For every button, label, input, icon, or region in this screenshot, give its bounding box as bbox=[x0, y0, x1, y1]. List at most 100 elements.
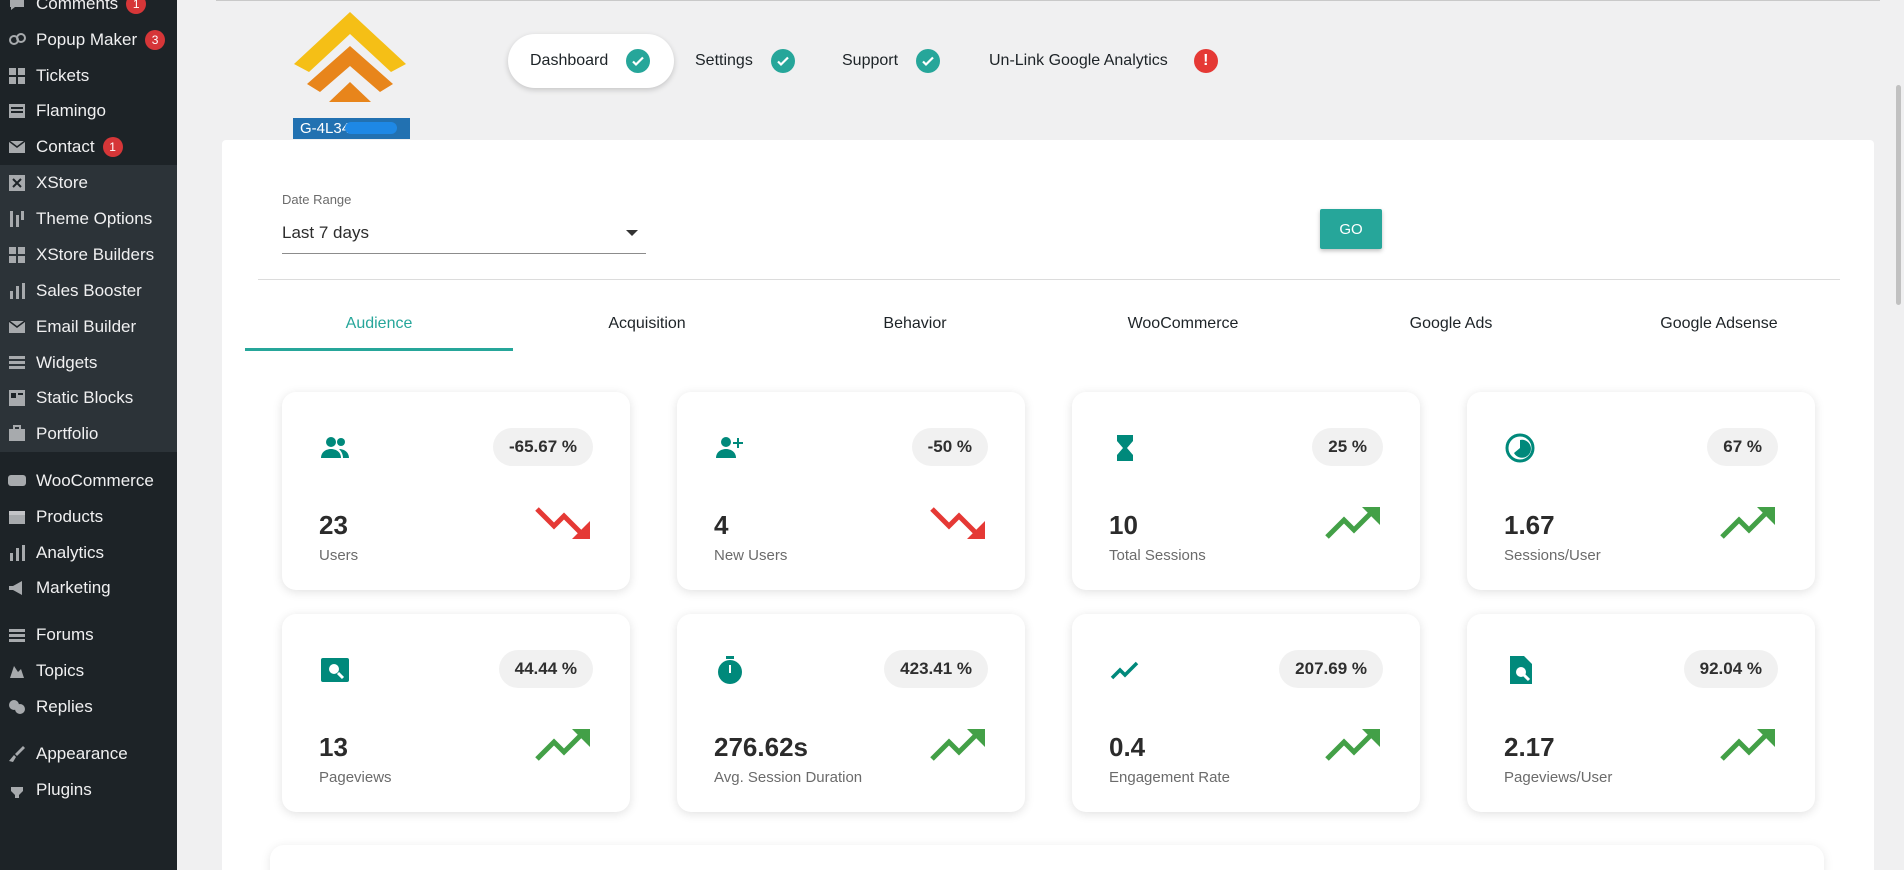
change-percent: 44.44 % bbox=[498, 650, 593, 688]
sidebar-item-email-builder[interactable]: Email Builder bbox=[0, 309, 177, 345]
sidebar-item-xstore-builders[interactable]: XStore Builders bbox=[0, 237, 177, 273]
sidebar-item-appearance[interactable]: Appearance bbox=[0, 736, 177, 772]
check-icon bbox=[916, 49, 941, 73]
metric-value: 4 bbox=[714, 510, 729, 540]
box-icon bbox=[6, 506, 28, 528]
sidebar-item-topics[interactable]: Topics bbox=[0, 653, 177, 689]
change-percent: 207.69 % bbox=[1279, 650, 1383, 688]
caret-down-icon bbox=[626, 230, 638, 236]
sidebar-item-marketing[interactable]: Marketing bbox=[0, 570, 177, 606]
sidebar-item-contact[interactable]: Contact 1 bbox=[0, 129, 177, 165]
nav-unlink-analytics[interactable]: Un-Link Google Analytics ! bbox=[989, 34, 1218, 88]
tab-google-ads[interactable]: Google Ads bbox=[1409, 315, 1493, 332]
date-range-select[interactable]: Last 7 days bbox=[282, 212, 646, 254]
hourglass-icon bbox=[1109, 432, 1141, 464]
x-icon bbox=[6, 172, 28, 194]
plug-icon bbox=[6, 779, 28, 801]
sidebar-item-products[interactable]: Products bbox=[0, 499, 177, 535]
tab-acquisition[interactable]: Acquisition bbox=[608, 315, 686, 332]
trend-up-icon bbox=[1719, 504, 1777, 542]
block-icon bbox=[6, 387, 28, 409]
mail-icon bbox=[6, 316, 28, 338]
metric-card-engagement-rate: 207.69 % 0.4 Engagement Rate bbox=[1072, 614, 1420, 812]
pie-clock-icon bbox=[1504, 432, 1536, 464]
grid-icon bbox=[6, 244, 28, 266]
metric-label: New Users bbox=[714, 547, 788, 564]
sidebar-item-label: Contact bbox=[36, 137, 95, 156]
sidebar-item-label: Replies bbox=[36, 697, 93, 716]
change-percent: 25 % bbox=[1312, 428, 1383, 466]
sidebar-item-plugins[interactable]: Plugins bbox=[0, 772, 177, 808]
nav-support-label: Support bbox=[842, 52, 899, 69]
trend-up-icon bbox=[929, 726, 987, 764]
nav-dashboard[interactable]: Dashboard bbox=[508, 34, 675, 88]
tab-behavior[interactable]: Behavior bbox=[883, 315, 947, 332]
sidebar-item-label: XStore Builders bbox=[36, 245, 155, 264]
sidebar-item-portfolio[interactable]: Portfolio bbox=[0, 416, 177, 452]
sidebar-item-popup-maker[interactable]: Popup Maker 3 bbox=[0, 22, 177, 58]
go-button[interactable]: GO bbox=[1320, 209, 1382, 249]
sidebar-item-forums[interactable]: Forums bbox=[0, 617, 177, 653]
metric-label: Pageviews/User bbox=[1504, 769, 1613, 786]
tab-google-adsense[interactable]: Google Adsense bbox=[1660, 315, 1778, 332]
sidebar-item-static-blocks[interactable]: Static Blocks bbox=[0, 380, 177, 416]
admin-sidebar: Comments 1 Popup Maker 3 Tickets Flamingo Cont… bbox=[0, 0, 177, 870]
search-page-icon bbox=[319, 654, 351, 686]
stopwatch-icon bbox=[714, 654, 746, 686]
sidebar-item-theme-options[interactable]: Theme Options bbox=[0, 201, 177, 237]
tab-woocommerce[interactable]: WooCommerce bbox=[1127, 315, 1239, 332]
sidebar-item-label: Analytics bbox=[36, 543, 105, 562]
scrollbar-thumb[interactable] bbox=[1896, 85, 1901, 305]
nav-support[interactable]: Support bbox=[842, 34, 941, 88]
change-percent: 423.41 % bbox=[884, 650, 988, 688]
notification-badge: 1 bbox=[102, 137, 123, 157]
change-percent: 67 % bbox=[1707, 428, 1778, 466]
metric-card-avg-session-duration: 423.41 % 276.62s Avg. Session Duration bbox=[677, 614, 1025, 812]
metric-value: 276.62s bbox=[714, 732, 808, 762]
bar-icon bbox=[6, 542, 28, 564]
sidebar-item-xstore[interactable]: XStore bbox=[0, 165, 177, 201]
sidebar-item-label: Marketing bbox=[36, 578, 111, 597]
sidebar-item-label: Appearance bbox=[36, 744, 128, 763]
sidebar-item-sales-booster[interactable]: Sales Booster bbox=[0, 273, 177, 309]
check-icon bbox=[626, 49, 651, 73]
notification-badge: 3 bbox=[145, 30, 166, 50]
metric-card-pageviews-user: 92.04 % 2.17 Pageviews/User bbox=[1467, 614, 1815, 812]
metric-card-total-sessions: 25 % 10 Total Sessions bbox=[1072, 392, 1420, 590]
sidebar-item-label: Email Builder bbox=[36, 317, 137, 336]
check-icon bbox=[770, 49, 795, 73]
nav-settings[interactable]: Settings bbox=[695, 34, 795, 88]
plugin-logo bbox=[293, 12, 408, 107]
portfolio-icon bbox=[6, 423, 28, 445]
forum-icon bbox=[6, 624, 28, 646]
metric-label: Users bbox=[319, 547, 359, 564]
sliders-icon bbox=[6, 208, 28, 230]
trend-up-icon bbox=[1324, 726, 1382, 764]
sidebar-item-label: Sales Booster bbox=[36, 281, 142, 300]
change-percent: 92.04 % bbox=[1683, 650, 1778, 688]
metric-label: Avg. Session Duration bbox=[714, 769, 863, 786]
sidebar-item-label: Plugins bbox=[36, 780, 92, 799]
sidebar-item-replies[interactable]: Replies bbox=[0, 689, 177, 725]
trend-up-icon bbox=[1324, 504, 1382, 542]
sidebar-item-analytics[interactable]: Analytics bbox=[0, 535, 177, 571]
sidebar-item-label: Forums bbox=[36, 625, 94, 644]
notification-badge: 1 bbox=[126, 0, 147, 14]
sidebar-item-flamingo[interactable]: Flamingo bbox=[0, 93, 177, 129]
warning-icon: ! bbox=[1193, 49, 1218, 73]
sidebar-item-comments[interactable]: Comments 1 bbox=[0, 0, 177, 22]
sidebar-item-woocommerce[interactable]: WooCommerce bbox=[0, 463, 177, 499]
topics-icon bbox=[6, 660, 28, 682]
metric-label: Sessions/User bbox=[1504, 547, 1601, 564]
top-divider bbox=[216, 0, 1880, 1]
scrollbar-track[interactable] bbox=[1893, 0, 1904, 870]
list-icon bbox=[6, 100, 28, 122]
date-range-label: Date Range bbox=[282, 192, 352, 207]
sidebar-item-label: Static Blocks bbox=[36, 388, 134, 407]
metric-card-users: -65.67 % 23 Users bbox=[282, 392, 630, 590]
metric-value: 10 bbox=[1109, 510, 1138, 540]
sidebar-item-widgets[interactable]: Widgets bbox=[0, 345, 177, 381]
sidebar-item-tickets[interactable]: Tickets bbox=[0, 58, 177, 94]
megaphone-icon bbox=[6, 577, 28, 599]
tab-audience[interactable]: Audience bbox=[245, 315, 513, 351]
